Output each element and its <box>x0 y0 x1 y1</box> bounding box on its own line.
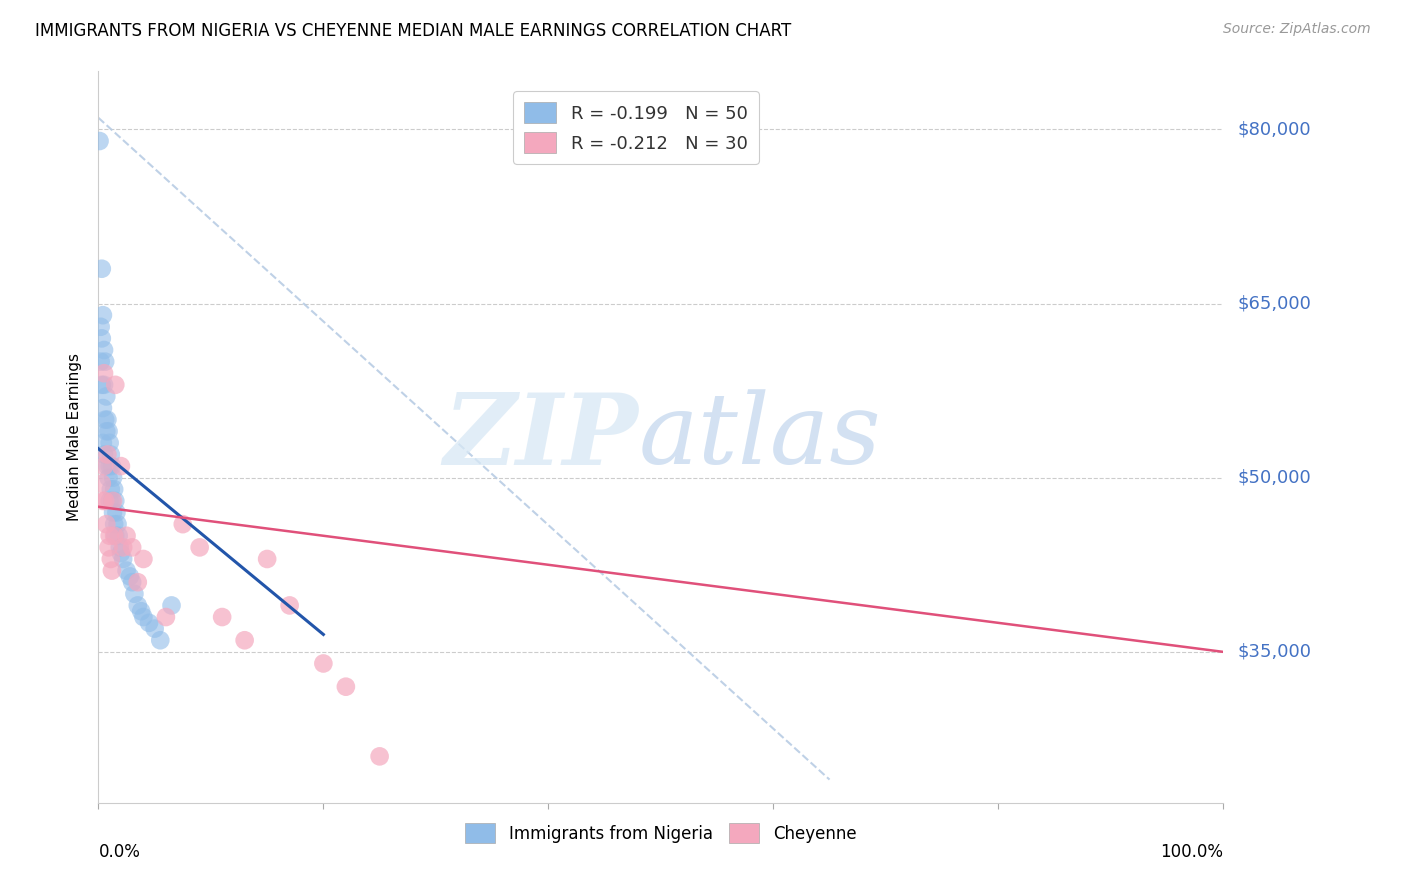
Point <box>112 541 135 555</box>
Point <box>160 599 183 613</box>
Point <box>90 319 112 334</box>
Point <box>104 494 127 508</box>
Point <box>121 541 143 555</box>
Point <box>104 529 127 543</box>
Point <box>98 529 121 543</box>
Point <box>98 436 121 450</box>
Point <box>98 459 121 474</box>
Point <box>93 343 115 357</box>
Point <box>188 541 211 555</box>
Text: atlas: atlas <box>638 390 882 484</box>
Point <box>94 494 117 508</box>
Point <box>132 610 155 624</box>
Point <box>115 529 138 543</box>
Legend: Immigrants from Nigeria, Cheyenne: Immigrants from Nigeria, Cheyenne <box>458 817 863 849</box>
Point <box>96 459 118 474</box>
Point <box>97 471 120 485</box>
Point <box>89 134 111 148</box>
Point <box>103 517 125 532</box>
Point <box>115 564 138 578</box>
Text: Source: ZipAtlas.com: Source: ZipAtlas.com <box>1223 22 1371 37</box>
Point <box>103 529 125 543</box>
Point <box>312 657 335 671</box>
Point <box>335 680 357 694</box>
Point <box>93 377 115 392</box>
Point <box>256 552 278 566</box>
Point <box>233 633 256 648</box>
Point <box>94 354 117 368</box>
Point <box>97 424 120 438</box>
Point <box>93 366 115 380</box>
Point <box>90 261 112 276</box>
Point <box>118 569 141 583</box>
Point <box>94 412 117 426</box>
Point <box>124 587 146 601</box>
Point <box>93 459 115 474</box>
Point <box>91 401 114 415</box>
Point <box>91 494 114 508</box>
Point <box>97 541 120 555</box>
Text: $50,000: $50,000 <box>1237 468 1310 487</box>
Point <box>108 541 131 555</box>
Point <box>110 459 132 474</box>
Point <box>90 476 112 491</box>
Point <box>172 517 194 532</box>
Point <box>278 599 301 613</box>
Point <box>91 436 114 450</box>
Point <box>100 483 122 497</box>
Point <box>211 610 233 624</box>
Point <box>90 331 112 345</box>
Point <box>93 448 115 462</box>
Point <box>100 552 122 566</box>
Text: $65,000: $65,000 <box>1237 294 1310 312</box>
Point <box>101 494 124 508</box>
Text: $35,000: $35,000 <box>1237 643 1312 661</box>
Point <box>104 377 127 392</box>
Point <box>127 575 149 590</box>
Point <box>107 529 129 543</box>
Point <box>96 389 118 403</box>
Text: 100.0%: 100.0% <box>1160 843 1223 861</box>
Point <box>101 494 124 508</box>
Point <box>149 633 172 648</box>
Point <box>127 599 149 613</box>
Point <box>96 412 118 426</box>
Point <box>96 448 118 462</box>
Point <box>107 517 129 532</box>
Point <box>132 552 155 566</box>
Point <box>155 610 177 624</box>
Text: ZIP: ZIP <box>443 389 638 485</box>
Point <box>103 483 125 497</box>
Point <box>368 749 391 764</box>
Point <box>105 506 128 520</box>
Point <box>91 308 114 322</box>
Point <box>101 506 124 520</box>
Point <box>101 564 124 578</box>
Point <box>101 459 124 474</box>
Point <box>96 424 118 438</box>
Point <box>101 471 124 485</box>
Point <box>143 622 166 636</box>
Text: IMMIGRANTS FROM NIGERIA VS CHEYENNE MEDIAN MALE EARNINGS CORRELATION CHART: IMMIGRANTS FROM NIGERIA VS CHEYENNE MEDI… <box>35 22 792 40</box>
Point <box>90 377 112 392</box>
Point <box>96 517 118 532</box>
Point <box>121 575 143 590</box>
Point <box>90 354 112 368</box>
Point <box>100 448 122 462</box>
Text: $80,000: $80,000 <box>1237 120 1310 138</box>
Point <box>112 552 135 566</box>
Point <box>110 546 132 560</box>
Point <box>129 604 152 618</box>
Point <box>98 494 121 508</box>
Y-axis label: Median Male Earnings: Median Male Earnings <box>67 353 83 521</box>
Point <box>138 615 160 630</box>
Text: 0.0%: 0.0% <box>98 843 141 861</box>
